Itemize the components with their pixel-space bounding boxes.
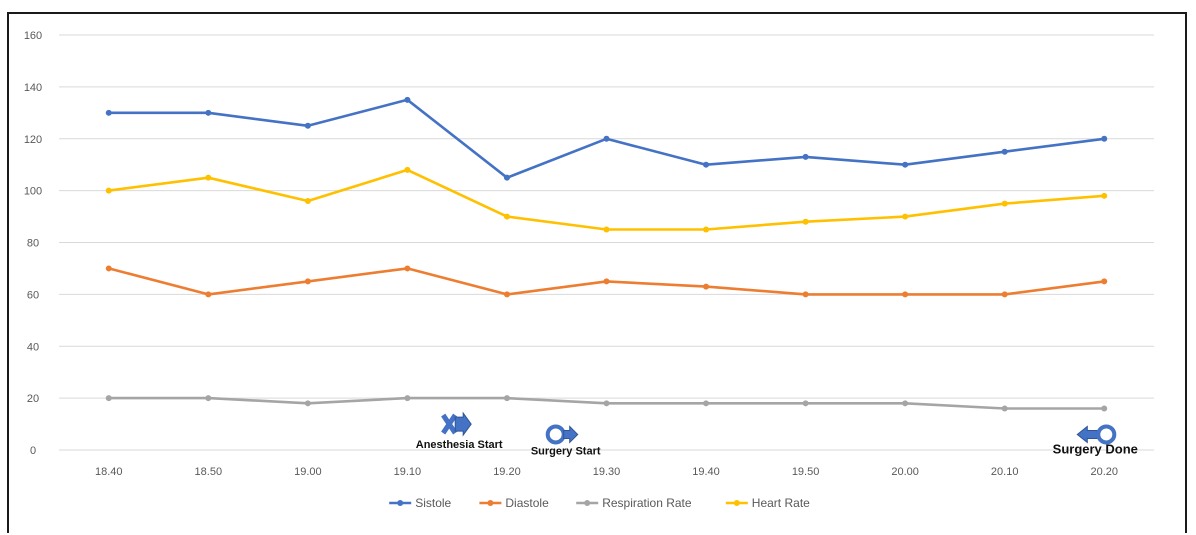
data-point: [802, 218, 809, 225]
data-point: [205, 395, 212, 402]
x-tick-label: 19.40: [692, 466, 720, 478]
data-point: [603, 400, 610, 407]
legend-label: Respiration Rate: [602, 496, 692, 510]
data-point: [304, 198, 311, 204]
data-point: [404, 96, 411, 103]
surgery-start-icon: Surgery Start: [531, 424, 601, 457]
legend-label: Sistole: [415, 496, 451, 510]
annotation-label: Surgery Start: [531, 445, 601, 457]
data-point: [902, 400, 909, 407]
data-point: [902, 161, 909, 168]
x-tick-label: 19.30: [593, 466, 621, 478]
legend-item-heart-rate: Heart Rate: [725, 496, 810, 510]
y-tick-label: 0: [30, 445, 36, 457]
y-tick-label: 120: [24, 134, 42, 146]
x-tick-label: 19.50: [792, 466, 820, 478]
line-chart: 0 20 40 60 80 100 120 140 160 18.40 18.50 19.00 19.…: [24, 30, 1154, 510]
x-tick-label: 19.00: [294, 466, 322, 478]
y-tick-label: 140: [24, 82, 42, 94]
data-point: [1001, 291, 1008, 298]
data-point: [1101, 278, 1108, 285]
legend: Sistole Diastole Respiration Rate Heart Rat…: [389, 496, 810, 510]
gridlines: [59, 34, 1154, 451]
data-point: [304, 122, 311, 129]
data-point: [603, 226, 610, 233]
legend-item-diastole: Diastole: [479, 496, 549, 510]
data-point: [1001, 200, 1008, 207]
data-point: [703, 226, 710, 233]
x-tick-label: 20.20: [1090, 466, 1118, 478]
data-point: [404, 265, 411, 272]
x-tick-label: 19.20: [493, 466, 521, 478]
data-point: [902, 291, 909, 298]
arrow-right: [563, 425, 579, 444]
y-tick-label: 60: [27, 289, 39, 301]
data-point: [703, 161, 710, 168]
data-point: [503, 291, 510, 298]
data-point: [503, 174, 510, 181]
data-point: [1101, 405, 1108, 412]
chart-frame: 0 20 40 60 80 100 120 140 160 18.40 18.50 19.00 19.…: [7, 12, 1187, 533]
data-point: [1001, 148, 1008, 155]
x-tick-label: 20.10: [991, 466, 1019, 478]
data-point: [404, 166, 411, 173]
y-tick-label: 80: [27, 238, 39, 250]
legend-label: Heart Rate: [752, 496, 810, 510]
data-point: [105, 395, 112, 402]
legend-swatch-marker: [487, 500, 494, 506]
data-point: [503, 395, 510, 402]
data-point: [205, 109, 212, 116]
legend-swatch-marker: [584, 500, 591, 506]
legend-item-sistole: Sistole: [389, 496, 452, 510]
data-point: [205, 174, 212, 181]
data-point: [1101, 192, 1108, 199]
arrow-left: [1076, 425, 1098, 444]
legend-item-respiration-rate: Respiration Rate: [576, 496, 692, 510]
data-point: [703, 283, 710, 290]
x-axis-ticks: 18.40 18.50 19.00 19.10 19.20 19.30 19.40 19.50…: [95, 466, 1118, 478]
x-tick-label: 18.50: [195, 466, 223, 478]
legend-swatch-marker: [397, 500, 404, 506]
data-point: [105, 109, 112, 116]
data-point: [304, 278, 311, 285]
data-point: [304, 400, 311, 407]
cross-mark: [441, 413, 458, 435]
anesthesia-start-icon: Anesthesia Start: [416, 411, 503, 451]
annotations: Anesthesia Start Surgery Start Surgery Don…: [416, 411, 1138, 457]
data-point: [1101, 135, 1108, 142]
legend-label: Diastole: [505, 496, 549, 510]
x-tick-label: 18.40: [95, 466, 123, 478]
y-tick-label: 40: [27, 341, 39, 353]
series-lines: [105, 96, 1108, 412]
data-point: [603, 278, 610, 285]
series-line-heart-rate: [108, 168, 1105, 231]
surgery-done-icon: Surgery Done: [1053, 424, 1138, 456]
data-point: [205, 291, 212, 298]
data-point: [703, 400, 710, 407]
legend-swatch-marker: [733, 500, 740, 506]
data-point: [802, 291, 809, 298]
data-point: [902, 213, 909, 220]
y-tick-label: 100: [24, 186, 42, 198]
data-point: [404, 395, 411, 402]
ring: [545, 424, 566, 445]
annotation-label: Anesthesia Start: [416, 439, 503, 451]
x-tick-label: 20.00: [891, 466, 919, 478]
ring: [1096, 424, 1117, 445]
y-tick-label: 20: [27, 393, 39, 405]
data-point: [503, 213, 510, 220]
y-axis-ticks: 0 20 40 60 80 100 120 140 160: [24, 30, 42, 457]
annotation-label: Surgery Done: [1053, 441, 1138, 456]
y-tick-label: 160: [24, 30, 42, 42]
x-tick-label: 19.10: [394, 466, 422, 478]
data-point: [105, 265, 112, 272]
data-point: [802, 153, 809, 160]
data-point: [603, 135, 610, 142]
arrow-right: [454, 411, 472, 437]
data-point: [1001, 405, 1008, 412]
data-point: [802, 400, 809, 407]
data-point: [105, 187, 112, 194]
